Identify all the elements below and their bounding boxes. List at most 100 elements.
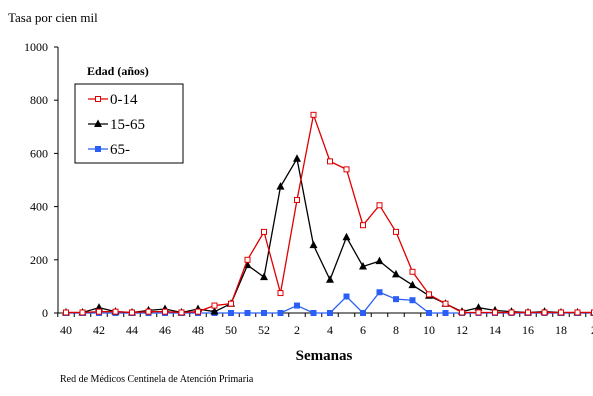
data-point <box>96 308 102 315</box>
data-point <box>293 154 301 162</box>
y-tick-label: 600 <box>30 146 48 160</box>
x-tick-label: 4 <box>327 323 333 337</box>
data-point <box>228 300 234 307</box>
data-point <box>342 232 351 241</box>
data-point <box>442 300 449 307</box>
data-point <box>129 309 135 316</box>
data-point <box>375 256 384 265</box>
data-point <box>310 310 317 316</box>
x-tick-label: 2 <box>591 323 593 337</box>
y-axis-label: Tasa por cien mil <box>8 10 98 25</box>
legend-entry: 65- <box>88 142 130 158</box>
x-tick-label: 16 <box>522 323 534 337</box>
data-point <box>261 310 267 316</box>
data-point <box>360 222 366 229</box>
y-tick-label: 200 <box>30 253 48 267</box>
series-0-14 <box>63 111 593 316</box>
data-point <box>426 310 432 316</box>
data-point <box>294 302 300 309</box>
x-tick-label: 50 <box>225 323 237 337</box>
data-point <box>260 272 268 281</box>
legend-swatch-marker <box>95 146 101 152</box>
series-layer <box>62 111 593 316</box>
legend: 0-14 15-65 65- <box>88 92 145 158</box>
data-point <box>244 256 251 263</box>
data-point <box>261 228 267 235</box>
x-axis-label: Semanas <box>296 348 353 364</box>
data-point <box>112 308 119 315</box>
footnote: Red de Médicos Centinela de Atención Pri… <box>60 374 254 385</box>
data-point <box>310 111 317 118</box>
data-point <box>525 309 531 316</box>
x-tick-label: 18 <box>555 323 567 337</box>
legend-entry: 15-65 <box>88 117 145 133</box>
data-point <box>277 310 284 316</box>
y-axis: 0 200 400 600 800 1000 <box>24 40 58 320</box>
data-point <box>326 275 334 283</box>
data-point <box>393 296 399 303</box>
data-point <box>459 309 465 316</box>
data-point <box>426 291 432 298</box>
data-point <box>294 196 300 203</box>
data-point <box>393 228 399 235</box>
data-point <box>474 303 483 311</box>
data-point <box>276 182 285 190</box>
x-tick-label: 14 <box>489 323 501 337</box>
x-tick-label: 2 <box>294 323 300 337</box>
data-point <box>475 309 482 316</box>
x-tick-label: 10 <box>423 323 435 337</box>
data-point <box>574 309 581 316</box>
data-point <box>376 289 383 296</box>
x-tick-label: 42 <box>93 323 105 337</box>
data-point <box>508 309 515 316</box>
x-tick-label: 6 <box>360 323 366 337</box>
x-tick-label: 8 <box>393 323 399 337</box>
data-point <box>359 261 367 270</box>
data-point <box>343 293 350 300</box>
data-point <box>376 202 383 209</box>
y-tick-label: 1000 <box>24 40 48 54</box>
data-point <box>541 309 548 316</box>
data-point <box>327 310 333 316</box>
data-point <box>178 309 185 316</box>
data-point <box>360 310 366 316</box>
data-point <box>228 310 234 316</box>
data-point <box>591 309 593 316</box>
data-point <box>409 268 416 275</box>
x-tick-label: 48 <box>192 323 204 337</box>
legend-entry: 0-14 <box>88 92 138 108</box>
x-tick-label: 44 <box>126 323 138 337</box>
legend-label: 65- <box>110 142 130 158</box>
data-point <box>145 308 152 315</box>
data-point <box>327 158 333 165</box>
data-point <box>162 308 168 315</box>
series-line <box>66 156 593 314</box>
data-point <box>558 309 564 316</box>
x-tick-label: 12 <box>456 323 468 337</box>
x-tick-label: 52 <box>258 323 270 337</box>
x-tick-label: 46 <box>159 323 171 337</box>
data-point <box>392 269 400 278</box>
legend-label: 15-65 <box>110 117 145 133</box>
y-tick-label: 400 <box>30 200 48 214</box>
data-point <box>211 302 218 309</box>
data-point <box>343 166 350 173</box>
legend-swatch-marker <box>94 119 102 127</box>
data-point <box>492 309 498 316</box>
data-point <box>195 308 201 315</box>
legend-title: Edad (años) <box>87 64 149 78</box>
y-tick-label: 800 <box>30 93 48 107</box>
x-tick-label: 40 <box>60 323 72 337</box>
data-point <box>442 310 449 316</box>
data-point <box>309 240 318 249</box>
data-point <box>409 297 416 304</box>
data-point <box>277 290 284 297</box>
x-axis: 40424446485052246810121416182 <box>57 313 593 337</box>
data-point <box>244 310 251 316</box>
data-point <box>408 280 417 289</box>
data-point <box>79 309 86 316</box>
data-point <box>63 309 69 316</box>
legend-swatch-marker <box>95 96 101 102</box>
legend-label: 0-14 <box>110 92 138 108</box>
